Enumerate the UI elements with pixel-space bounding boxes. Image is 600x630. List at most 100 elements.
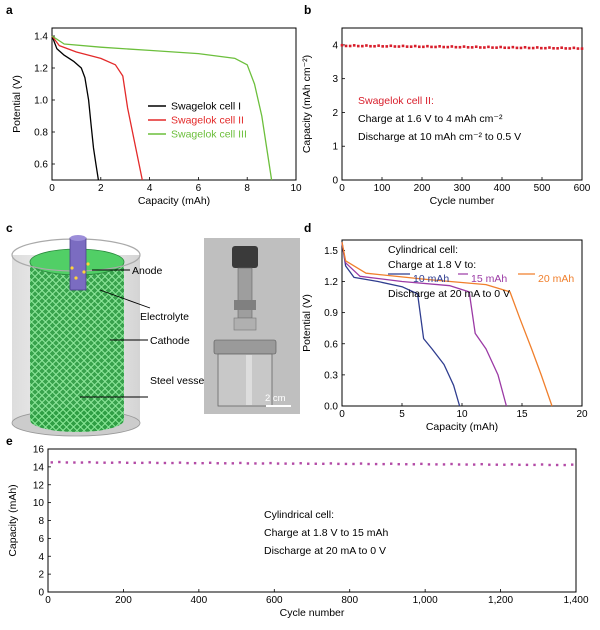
chart-e-y-tick-label: 0	[38, 588, 44, 599]
chart-e-data-point	[178, 461, 182, 464]
chart-b-data-point	[417, 45, 421, 49]
chart-e-annotation-discharge: Discharge at 20 mA to 0 V	[264, 545, 386, 557]
chart-e-data-point	[352, 462, 355, 466]
chart-a-x-tick-label: 4	[147, 183, 153, 194]
chart-e-y-tick-label: 16	[33, 445, 45, 456]
chart-e-data-point	[329, 462, 333, 465]
chart-b-annotation-title: Swagelok cell II:	[358, 95, 434, 107]
chart-b-x-tick-label: 0	[339, 183, 345, 194]
chart-b-data-point	[426, 44, 429, 48]
chart-b-data-point	[548, 46, 551, 49]
chart-e-data-point	[163, 461, 167, 465]
chart-b-data-point	[523, 45, 527, 49]
chart-e-data-point	[231, 462, 234, 465]
chart-a-x-tick-label: 0	[49, 183, 55, 194]
chart-b-data-point	[385, 45, 389, 48]
chart-e-data-point	[420, 462, 423, 466]
chart-d-x-tick-label: 20	[576, 409, 588, 420]
chart-e-data-point	[435, 463, 438, 466]
chart-b-x-axis-label: Cycle number	[430, 195, 495, 207]
chart-e-data-point	[284, 462, 287, 465]
chart-b-x-tick-label: 600	[574, 183, 591, 194]
chart-e-data-point	[50, 461, 53, 464]
chart-b-data-point	[544, 46, 547, 50]
chart-d-y-tick-label: 0.3	[324, 370, 338, 381]
label-electrolyte: Electrolyte	[140, 311, 189, 323]
chart-d-x-axis-label: Capacity (mAh)	[426, 421, 498, 433]
chart-b-data-point	[560, 46, 563, 49]
label-anode: Anode	[132, 265, 163, 277]
chart-e-data-point	[322, 462, 325, 466]
chart-e-x-tick-label: 0	[45, 595, 51, 606]
chart-e-data-point	[201, 461, 204, 465]
chart-d-legend-label: 10 mAh	[413, 273, 449, 285]
chart-e-data-point	[254, 462, 257, 465]
chart-e-data-point	[480, 462, 483, 466]
chart-e-annotation-title: Cylindrical cell:	[264, 509, 334, 521]
chart-b-data-point	[519, 46, 523, 50]
chart-d-series-line-1	[341, 242, 461, 407]
chart-b-data-point	[535, 46, 539, 49]
chart-e-data-point	[186, 461, 189, 465]
chart-e-data-point	[495, 463, 498, 466]
chart-a-legend-label: Swagelok cell II	[171, 115, 244, 127]
chart-b-data-point	[491, 46, 494, 49]
chart-a-x-axis-label: Capacity (mAh)	[138, 195, 210, 207]
chart-e-data-point	[382, 462, 385, 466]
chart-e-data-point	[246, 462, 250, 465]
chart-b-annotation-charge: Charge at 1.6 V to 4 mAh cm⁻²	[358, 113, 503, 125]
chart-e-data-point	[412, 463, 416, 466]
chart-e-data-point	[80, 461, 84, 464]
chart-e-y-tick-label: 14	[33, 462, 45, 473]
chart-b-data-point	[540, 46, 543, 50]
chart-e-data-point	[488, 463, 491, 466]
chart-e-data-point	[359, 462, 363, 465]
chart-b-y-tick-label: 3	[332, 74, 338, 85]
chart-b-data-point	[576, 47, 580, 50]
chart-b-annotation-discharge: Discharge at 10 mAh cm⁻² to 0.5 V	[358, 131, 521, 143]
chart-b-data-point	[503, 46, 507, 50]
chart-b-data-point	[430, 45, 433, 49]
chart-a-y-tick-label: 0.6	[34, 160, 48, 171]
chart-d-annotation-title: Cylindrical cell:	[388, 244, 458, 256]
chart-d-y-tick-label: 1.2	[324, 277, 338, 288]
chart-b-y-tick-label: 4	[332, 40, 338, 51]
chart-a-series-line-2	[51, 35, 143, 181]
chart-b: 0 100 200 300 400 500 600 0 1 2 3 4 Cycle number Capa…	[301, 27, 591, 207]
chart-b-y-tick-label: 2	[332, 108, 338, 119]
chart-d-legend-label: 15 mAh	[471, 273, 507, 285]
chart-e-data-point	[510, 463, 514, 466]
chart-b-data-point	[564, 47, 568, 50]
chart-b-data-point	[507, 46, 511, 50]
chart-b-y-tick-label: 0	[332, 176, 338, 187]
chart-e-data-point	[555, 463, 559, 467]
chart-e-data-point	[261, 462, 265, 465]
chart-e-data-point	[291, 462, 295, 465]
chart-b-x-tick-label: 300	[454, 183, 471, 194]
chart-e-data-point	[405, 463, 408, 466]
chart-b-data-point	[474, 45, 478, 49]
chart-e-data-point	[88, 460, 91, 464]
chart-e-x-tick-label: 1,000	[413, 595, 438, 606]
chart-e-data-point	[110, 461, 114, 464]
chart-e-data-point	[141, 461, 144, 465]
chart-b-data-point	[348, 44, 352, 48]
chart-a-legend-label: Swagelok cell III	[171, 129, 247, 141]
chart-e-data-point	[65, 461, 69, 464]
chart-b-data-point	[458, 45, 462, 49]
cell-photograph: 2 cm	[204, 238, 300, 414]
panel-letter-c: c	[6, 221, 13, 235]
schematic-labels: Anode Electrolyte Cathode Steel vessel	[80, 265, 207, 398]
chart-b-data-point	[454, 45, 458, 49]
chart-a-y-tick-label: 0.8	[34, 128, 48, 139]
chart-b-x-tick-label: 500	[534, 183, 551, 194]
chart-b-data-point	[393, 45, 397, 48]
chart-b-y-axis-label: Capacity (mAh cm⁻²)	[301, 55, 313, 153]
chart-e-data-point	[450, 462, 453, 466]
chart-d-y-tick-label: 0.6	[324, 339, 338, 350]
chart-b-data-point	[552, 46, 555, 50]
chart-d-x-tick-label: 0	[339, 409, 345, 420]
chart-e-data-point	[518, 463, 521, 467]
chart-e-y-tick-label: 8	[38, 516, 44, 527]
chart-e-data-point	[148, 461, 152, 464]
